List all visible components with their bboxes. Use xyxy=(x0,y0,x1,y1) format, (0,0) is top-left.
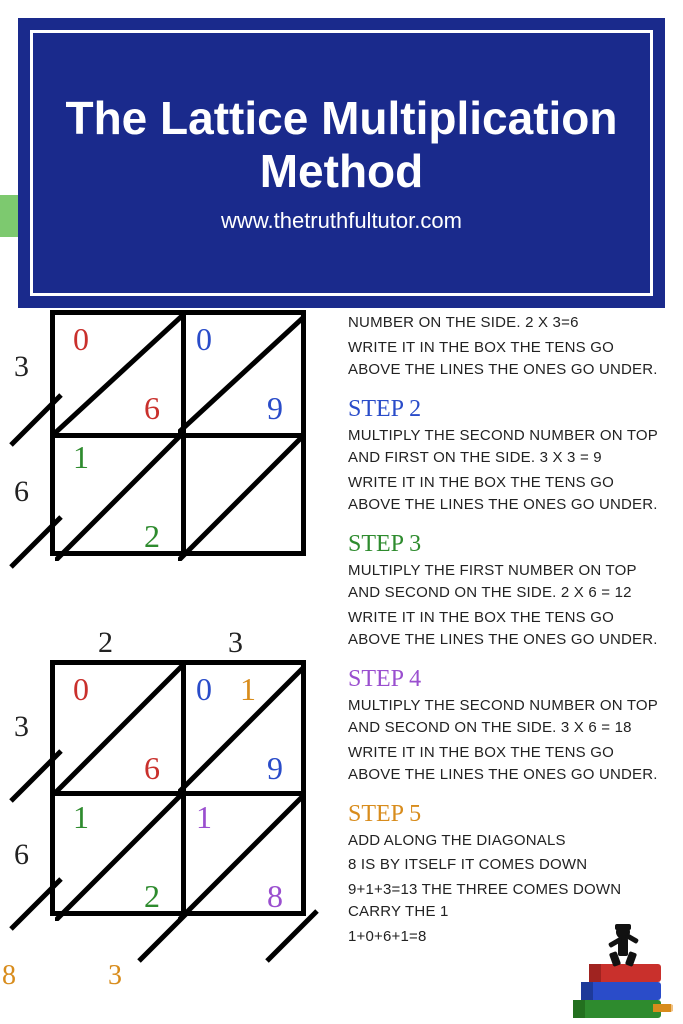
lattice-grid-2: 2 3 3 6 0 6 0 1 9 1 2 xyxy=(50,660,306,916)
step-block: Step 3 Multiply the First number on top … xyxy=(348,531,668,652)
page-url: www.thetruthfultutor.com xyxy=(221,208,462,234)
lattice-cell: 0 6 xyxy=(55,315,178,433)
lattice-cell: 1 8 xyxy=(178,793,301,921)
step-title: Step 4 xyxy=(348,666,668,693)
diagonal-tail xyxy=(6,512,66,572)
lattice-cell: 0 9 xyxy=(178,315,301,433)
side-number: 3 xyxy=(14,710,29,744)
lattice-cell: 0 6 xyxy=(55,665,178,793)
cell-tens: 0 xyxy=(196,671,212,708)
diagonal-tail xyxy=(6,390,66,450)
cell-ones: 9 xyxy=(267,390,283,427)
step-text: Multiply the First number on top and Sec… xyxy=(348,560,668,652)
grid-frame: 0 6 0 9 1 2 xyxy=(50,310,306,556)
cell-ones: 2 xyxy=(144,518,160,555)
diagonal-tail xyxy=(6,746,66,806)
step-text: Multiply the Second number on top and fi… xyxy=(348,425,668,517)
top-number: 3 xyxy=(228,626,243,660)
lattice-cell: 0 1 9 xyxy=(178,665,301,793)
lattice-grid-1: 3 6 0 6 0 9 1 2 xyxy=(50,310,306,556)
cell-ones: 9 xyxy=(267,750,283,787)
cell-tens: 1 xyxy=(196,799,212,836)
step-block: Step 4 Multiply the Second number on top… xyxy=(348,666,668,787)
lattice-cell: 1 2 xyxy=(55,793,178,921)
lattice-cell xyxy=(178,433,301,561)
page-title: The Lattice Multiplication Method xyxy=(33,92,650,198)
cell-tens: 0 xyxy=(196,321,212,358)
cell-tens: 0 xyxy=(73,321,89,358)
diagonal-tail xyxy=(6,874,66,934)
diagonal-tail xyxy=(134,906,194,966)
cell-ones: 6 xyxy=(144,390,160,427)
lattice-cell: 1 2 xyxy=(55,433,178,561)
header-banner: The Lattice Multiplication Method www.th… xyxy=(18,18,665,308)
header-inner: The Lattice Multiplication Method www.th… xyxy=(30,30,653,296)
cell-tens: 1 xyxy=(73,799,89,836)
steps-column: number on the side. 2 X 3=6 Write it in … xyxy=(348,312,668,962)
step-title: Step 3 xyxy=(348,531,668,558)
result-digit: 3 xyxy=(108,960,122,992)
diagonal-tail xyxy=(262,906,322,966)
step-text: number on the side. 2 X 3=6 Write it in … xyxy=(348,312,668,382)
cell-carry: 1 xyxy=(240,671,256,708)
top-number: 2 xyxy=(98,626,113,660)
side-number: 3 xyxy=(14,350,29,384)
step-block: number on the side. 2 X 3=6 Write it in … xyxy=(348,312,668,382)
result-digit: 8 xyxy=(2,960,16,992)
books-climber-icon xyxy=(553,914,673,1024)
cell-tens: 0 xyxy=(73,671,89,708)
cell-ones: 6 xyxy=(144,750,160,787)
cell-tens: 1 xyxy=(73,439,89,476)
step-title: Step 5 xyxy=(348,801,668,828)
step-text: Multiply the Second number on top and Se… xyxy=(348,695,668,787)
side-number: 6 xyxy=(14,838,29,872)
step-title: Step 2 xyxy=(348,396,668,423)
side-number: 6 xyxy=(14,475,29,509)
grid-frame: 0 6 0 1 9 1 2 1 8 xyxy=(50,660,306,916)
step-block: Step 2 Multiply the Second number on top… xyxy=(348,396,668,517)
